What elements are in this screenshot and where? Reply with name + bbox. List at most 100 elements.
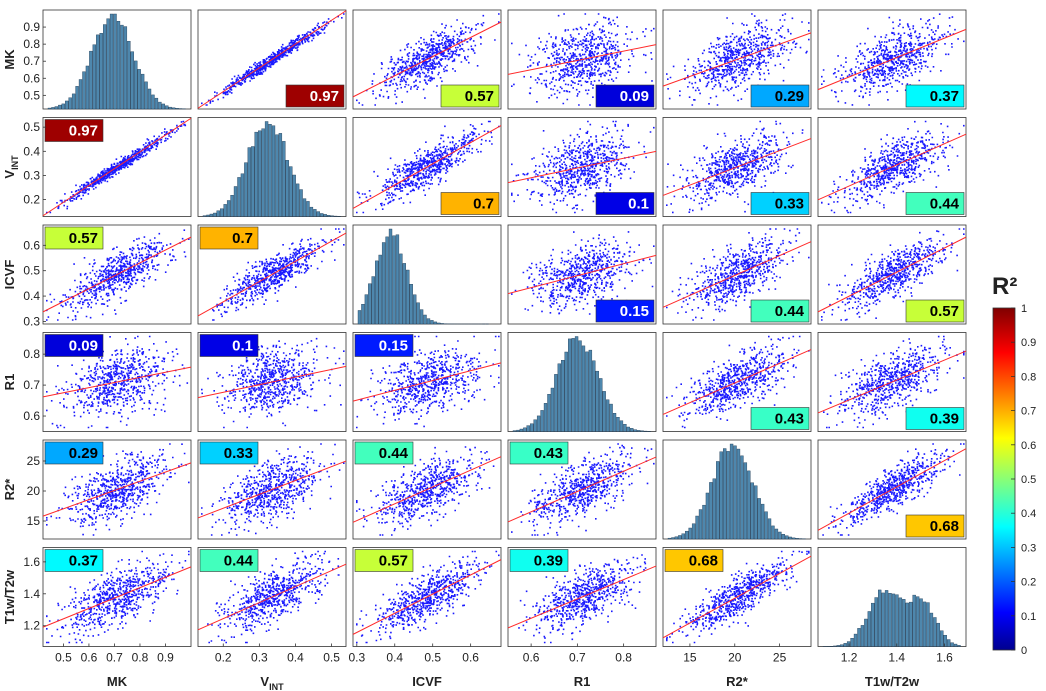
histogram-bar [667,537,672,540]
fit-line [352,21,502,98]
histogram-bar [633,429,637,432]
histogram-bar [47,107,52,110]
colorbar-ticks: 0 0.1 0.2 0.3 0.4 0.5 0.6 0.7 0.8 0.9 1 [1011,303,1036,657]
histogram-bar [568,338,572,432]
r2-badge [44,549,104,572]
histogram-bar [909,601,913,647]
x-tick-label: 20 [728,651,742,665]
r2-label: 0.44 [775,303,805,320]
histogram-bar [884,590,889,647]
r2-badge [44,226,104,250]
histogram-bar [75,86,79,110]
histogram-bar [327,215,331,217]
histogram-bar [158,101,162,110]
histogram-bar [895,594,899,647]
histogram-bar [364,294,369,325]
histogram-bar [237,177,241,217]
r2-label: 0.43 [534,445,563,462]
r2-badge [750,407,810,430]
histogram-bar [109,13,114,110]
axis-label-T1w/T2w: T1w/T2w [2,569,17,624]
x-tick-label: 15 [683,651,697,665]
r2-badge [440,192,500,215]
fit-line [42,462,192,517]
histogram-bar [51,107,55,110]
axis-label-VINT: VINT [260,674,284,691]
colorbar-title: R² [992,273,1017,300]
colorbar: R² 0 0.1 0.2 0.3 0.4 0.5 0.6 0.7 0.8 0.9 1 [992,273,1036,657]
scatter-points [356,550,500,644]
panel-MK-vs-ICVF: 0.57 [352,9,502,110]
histogram-bar [881,592,885,647]
fit-line [662,32,812,87]
histogram-bar [554,374,558,432]
axis-label-R1: R1 [574,674,591,689]
histogram-bar [423,314,427,325]
histogram-bar [623,424,627,432]
y-tick-label: 0.4 [23,289,40,303]
histogram-bar [915,596,920,647]
axis-labels: MK MK VINT VINT ICVF ICVF R1 R1 R2* R2* T1w/T2w T1w… [2,49,920,691]
y-tick-label: 0.6 [23,238,40,252]
r2-badge [199,441,259,465]
histogram-bar [578,340,582,432]
histogram-bar [637,430,641,432]
x-tick-label: 0.6 [523,651,540,665]
histogram-bar [165,105,169,110]
r2-badge [509,441,569,465]
r2-label: 0.57 [930,303,959,320]
histogram-bar [220,208,224,217]
histogram-bar [605,399,610,432]
histogram-bar [733,445,737,540]
histogram-bar [381,242,386,325]
histogram-bar [674,536,679,540]
histogram-bar [264,121,269,217]
histogram-bar [857,628,861,647]
x-tick-label: 0.3 [251,651,268,665]
histogram-bar [681,533,685,540]
histogram-bar [609,403,613,432]
histogram-bar [240,173,245,217]
axis-label-R1: R1 [2,374,17,391]
panel-R2*-vs-VINT: 0.33 [197,439,347,540]
fit-line [662,555,812,639]
histogram-bar [850,638,854,647]
x-tick-label: 0.5 [323,651,340,665]
histogram-bar [123,26,128,110]
histogram-bar [137,69,141,110]
histogram-bar [388,228,393,325]
y-tick-label: 15 [27,514,41,528]
histogram-bar [151,94,155,110]
panel-R1-vs-VINT: 0.1 [197,332,347,432]
fit-line [817,236,967,313]
histogram-bar [905,602,909,647]
histogram-bar [550,387,555,432]
histogram-bar [630,428,634,432]
r2-label: 0.29 [69,445,98,462]
r2-label: 0.57 [69,230,98,247]
scatter-points [822,443,965,536]
histogram-bar [89,50,93,110]
histogram-bar [154,97,159,110]
y-tick-label: 0.7 [23,378,40,392]
histogram-bar [581,345,586,432]
r2-label: 0.44 [224,553,254,570]
x-tick-label: 0.5 [55,651,72,665]
histogram-bar [953,643,958,647]
r2-badge [44,334,104,357]
y-tick-label: 0.7 [23,54,40,68]
histogram-bar [409,284,413,325]
histogram-bar [175,108,179,110]
fit-line [42,117,192,217]
r2-label: 0.33 [775,196,804,213]
y-tick-label: 0.3 [23,314,40,328]
histogram-bar [92,44,96,110]
x-tick-label: 25 [773,651,787,665]
y-tick-label: 0.5 [23,88,40,102]
histogram-bar [316,211,321,217]
x-tick-label: 0.8 [615,651,632,665]
histogram-bar [292,174,296,217]
histogram-bar [254,131,258,217]
fit-line [352,456,502,523]
histogram-bar [99,33,103,110]
